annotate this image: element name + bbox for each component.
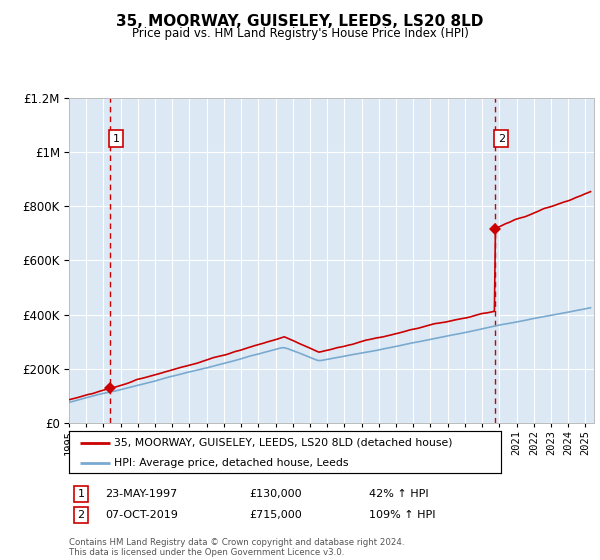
Text: £130,000: £130,000 xyxy=(249,489,302,499)
Text: 109% ↑ HPI: 109% ↑ HPI xyxy=(369,510,436,520)
Text: Contains HM Land Registry data © Crown copyright and database right 2024.
This d: Contains HM Land Registry data © Crown c… xyxy=(69,538,404,557)
Text: Price paid vs. HM Land Registry's House Price Index (HPI): Price paid vs. HM Land Registry's House … xyxy=(131,27,469,40)
Text: 2: 2 xyxy=(498,134,505,143)
Text: HPI: Average price, detached house, Leeds: HPI: Average price, detached house, Leed… xyxy=(115,458,349,468)
Text: 35, MOORWAY, GUISELEY, LEEDS, LS20 8LD (detached house): 35, MOORWAY, GUISELEY, LEEDS, LS20 8LD (… xyxy=(115,438,453,448)
Text: 1: 1 xyxy=(77,489,85,499)
Text: £715,000: £715,000 xyxy=(249,510,302,520)
Text: 42% ↑ HPI: 42% ↑ HPI xyxy=(369,489,428,499)
Text: 2: 2 xyxy=(77,510,85,520)
Text: 35, MOORWAY, GUISELEY, LEEDS, LS20 8LD: 35, MOORWAY, GUISELEY, LEEDS, LS20 8LD xyxy=(116,14,484,29)
Text: 07-OCT-2019: 07-OCT-2019 xyxy=(105,510,178,520)
Text: 1: 1 xyxy=(113,134,120,143)
Text: 23-MAY-1997: 23-MAY-1997 xyxy=(105,489,177,499)
